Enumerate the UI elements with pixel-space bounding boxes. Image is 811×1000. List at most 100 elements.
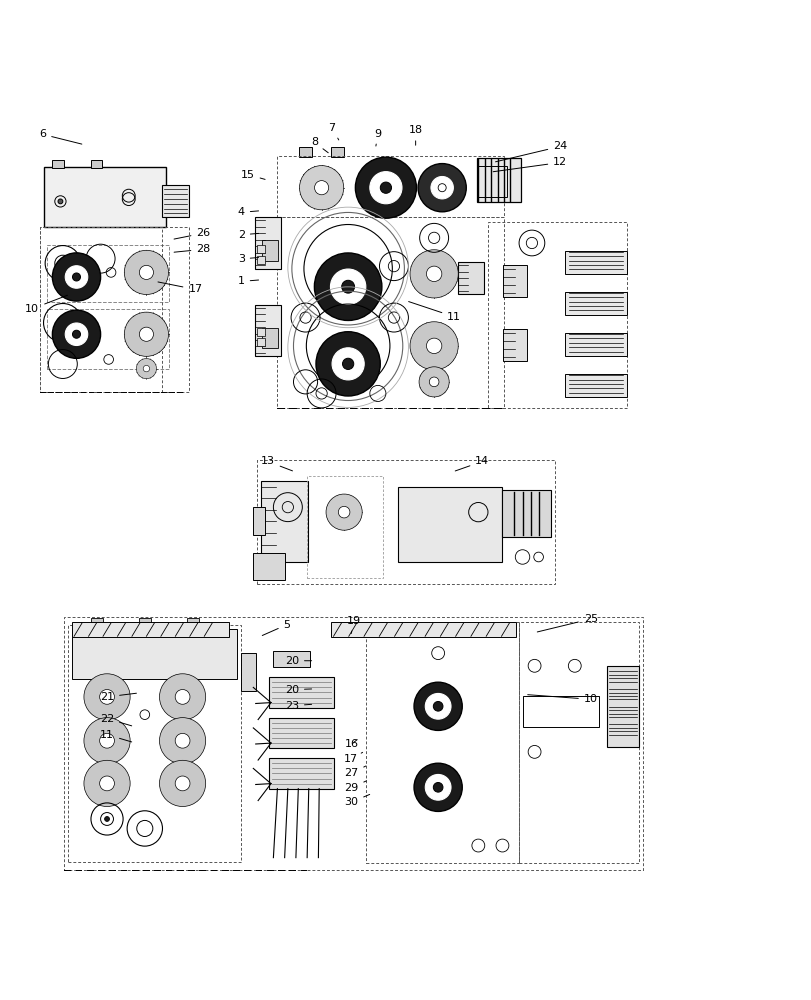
Bar bbox=[502, 329, 526, 361]
Bar bbox=[269, 718, 333, 748]
Circle shape bbox=[355, 157, 416, 218]
Bar bbox=[397, 487, 502, 562]
Bar bbox=[487, 222, 626, 408]
Bar bbox=[72, 629, 237, 679]
Text: 9: 9 bbox=[374, 129, 381, 146]
Circle shape bbox=[72, 273, 80, 281]
Circle shape bbox=[341, 280, 354, 293]
Circle shape bbox=[338, 506, 350, 518]
Bar bbox=[257, 460, 554, 584]
Text: 18: 18 bbox=[408, 125, 423, 145]
Circle shape bbox=[315, 332, 380, 396]
Bar bbox=[257, 328, 265, 336]
Bar bbox=[564, 333, 626, 356]
Circle shape bbox=[124, 312, 169, 356]
Circle shape bbox=[414, 682, 461, 730]
Text: 21: 21 bbox=[100, 692, 136, 702]
Circle shape bbox=[314, 181, 328, 195]
Circle shape bbox=[100, 689, 114, 704]
Bar bbox=[476, 158, 521, 202]
Bar bbox=[45, 167, 166, 227]
Bar bbox=[257, 338, 265, 346]
Circle shape bbox=[425, 774, 450, 800]
Text: 4: 4 bbox=[238, 207, 258, 217]
Circle shape bbox=[326, 494, 362, 530]
Text: 14: 14 bbox=[455, 456, 489, 471]
Text: 8: 8 bbox=[311, 137, 328, 153]
Text: 19: 19 bbox=[346, 616, 360, 633]
Circle shape bbox=[72, 330, 80, 338]
Bar bbox=[457, 262, 483, 294]
Bar bbox=[262, 240, 278, 261]
Text: 25: 25 bbox=[537, 614, 597, 632]
Bar bbox=[187, 618, 200, 630]
Text: 29: 29 bbox=[344, 781, 366, 793]
Bar bbox=[606, 666, 638, 747]
Text: 10: 10 bbox=[25, 295, 67, 314]
Text: 20: 20 bbox=[285, 685, 311, 695]
Circle shape bbox=[426, 338, 441, 354]
Circle shape bbox=[410, 322, 457, 370]
Circle shape bbox=[100, 776, 114, 791]
Circle shape bbox=[429, 377, 439, 387]
Circle shape bbox=[314, 253, 381, 320]
Circle shape bbox=[433, 701, 443, 711]
Bar bbox=[273, 651, 309, 667]
Circle shape bbox=[84, 674, 130, 720]
Circle shape bbox=[139, 265, 153, 279]
Circle shape bbox=[410, 250, 457, 298]
Circle shape bbox=[58, 199, 62, 204]
Text: 23: 23 bbox=[285, 701, 311, 711]
Bar bbox=[255, 217, 281, 269]
Text: 26: 26 bbox=[174, 228, 210, 239]
Bar bbox=[277, 156, 504, 217]
Circle shape bbox=[100, 733, 114, 748]
Bar bbox=[522, 696, 599, 727]
Circle shape bbox=[105, 817, 109, 821]
Bar bbox=[366, 622, 518, 863]
Text: 20: 20 bbox=[285, 656, 311, 666]
Bar bbox=[68, 625, 241, 862]
Text: 28: 28 bbox=[174, 244, 210, 254]
Circle shape bbox=[299, 166, 343, 210]
Circle shape bbox=[65, 266, 88, 288]
Bar bbox=[253, 553, 285, 580]
Bar bbox=[91, 160, 102, 168]
Bar bbox=[564, 251, 626, 274]
Circle shape bbox=[84, 718, 130, 764]
Circle shape bbox=[159, 674, 205, 720]
Text: 27: 27 bbox=[344, 766, 366, 778]
Bar bbox=[139, 618, 151, 630]
Bar bbox=[502, 265, 526, 297]
Text: 1: 1 bbox=[238, 276, 258, 286]
Circle shape bbox=[124, 250, 169, 295]
Circle shape bbox=[159, 760, 205, 807]
Text: 5: 5 bbox=[262, 620, 290, 636]
Text: 30: 30 bbox=[344, 794, 369, 807]
Bar bbox=[269, 677, 333, 708]
Text: 11: 11 bbox=[100, 730, 131, 742]
Text: 15: 15 bbox=[240, 170, 264, 180]
Bar bbox=[298, 147, 311, 157]
Text: 12: 12 bbox=[492, 157, 567, 172]
Text: 17: 17 bbox=[158, 282, 202, 294]
Bar bbox=[476, 166, 507, 197]
Circle shape bbox=[418, 367, 448, 397]
Circle shape bbox=[330, 269, 366, 304]
Bar bbox=[564, 292, 626, 315]
Bar bbox=[41, 227, 162, 392]
Circle shape bbox=[53, 310, 101, 358]
Text: 7: 7 bbox=[328, 123, 338, 140]
Bar bbox=[261, 481, 307, 562]
Bar bbox=[255, 305, 281, 356]
Circle shape bbox=[175, 689, 190, 704]
Bar bbox=[253, 507, 265, 535]
Circle shape bbox=[414, 763, 461, 811]
Bar bbox=[262, 328, 278, 348]
Bar bbox=[269, 758, 333, 789]
Circle shape bbox=[84, 760, 130, 807]
Bar bbox=[41, 227, 189, 392]
Circle shape bbox=[332, 348, 364, 380]
Circle shape bbox=[431, 176, 453, 199]
Text: 11: 11 bbox=[408, 302, 461, 322]
